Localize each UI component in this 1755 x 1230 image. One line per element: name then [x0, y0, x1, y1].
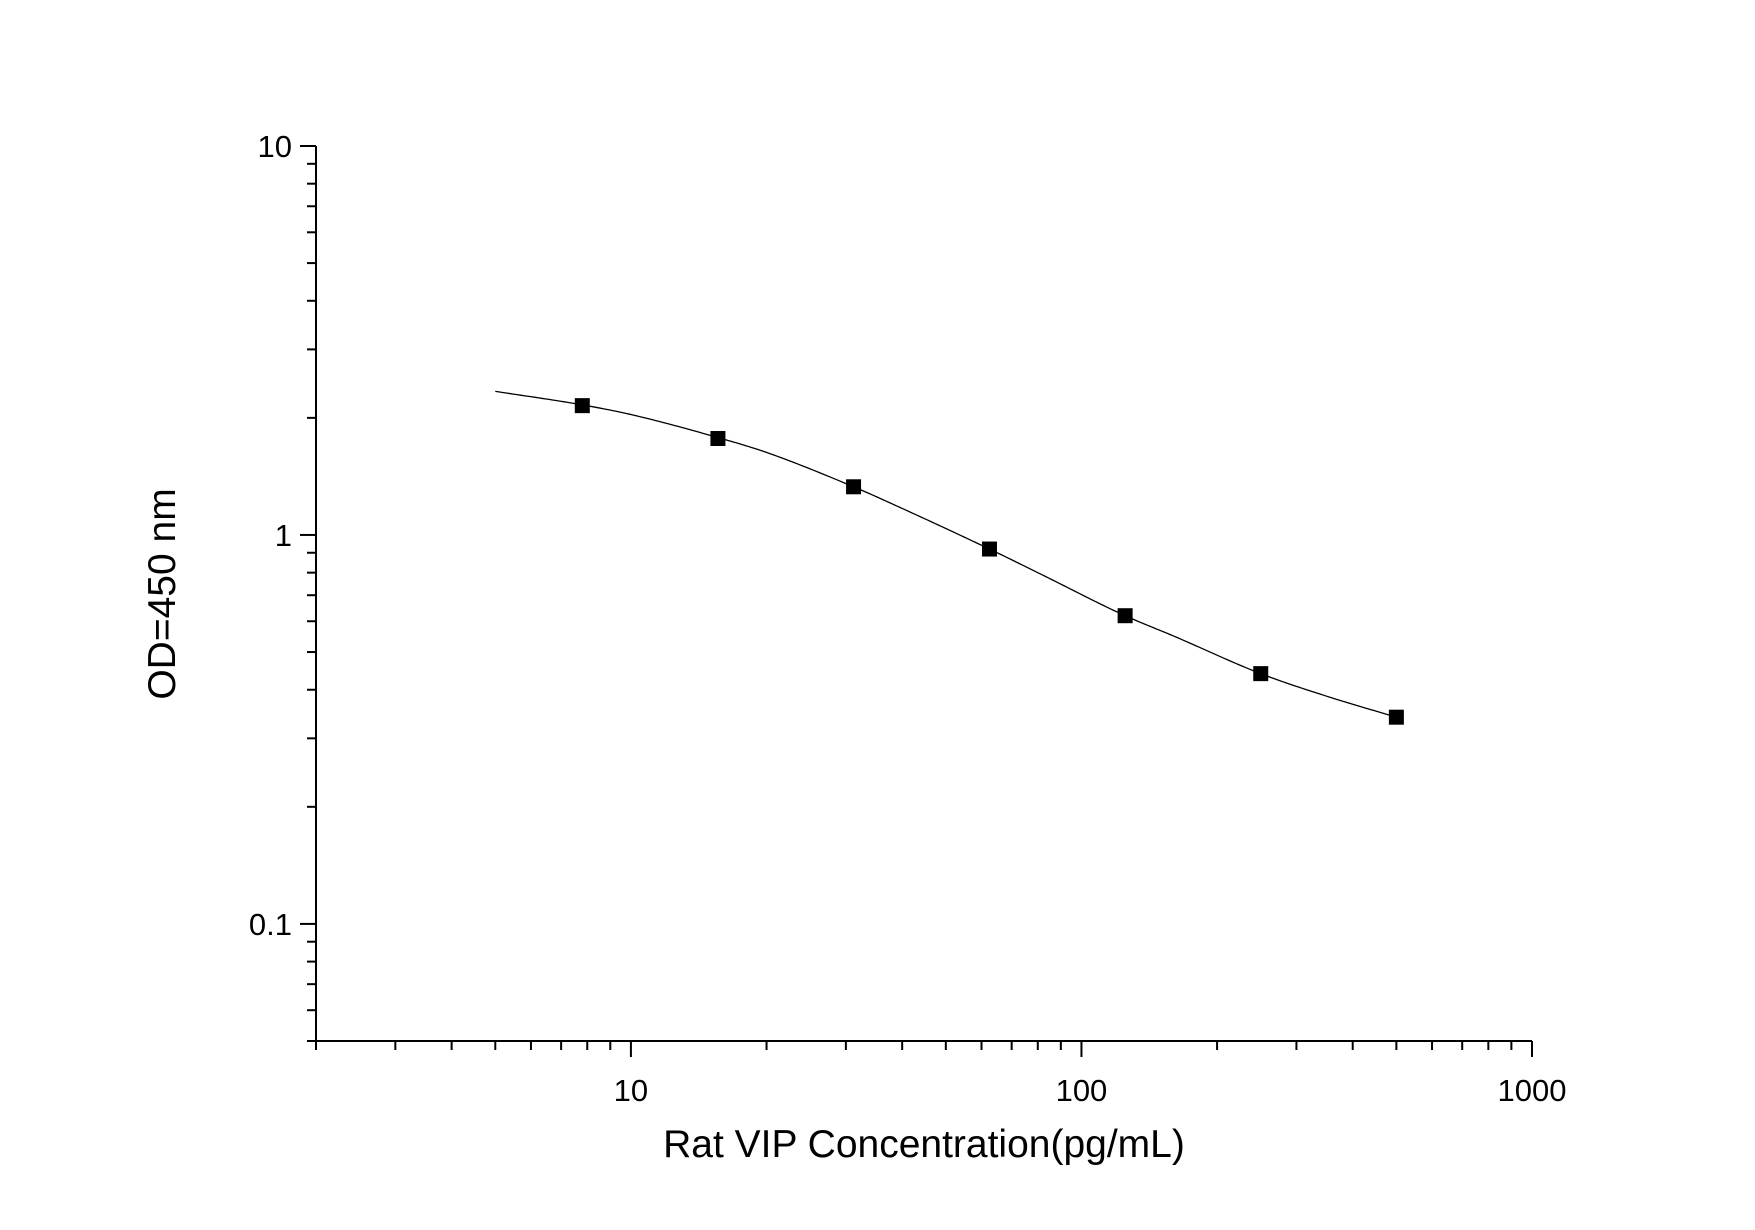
- x-axis-title: Rat VIP Concentration(pg/mL): [663, 1123, 1185, 1166]
- data-point-marker: [1117, 608, 1133, 624]
- data-point-marker: [1388, 709, 1404, 725]
- y-tick-label: 10: [258, 129, 292, 164]
- y-tick-label: 1: [275, 518, 292, 553]
- data-markers: [574, 398, 1404, 725]
- data-point-marker: [846, 479, 862, 495]
- x-tick-label: 100: [1056, 1073, 1108, 1108]
- y-ticks: 0.1 1 10: [249, 129, 316, 1042]
- x-ticks: 10 100 1000: [315, 1041, 1567, 1108]
- y-axis: 0.1 1 10: [249, 129, 317, 1042]
- data-point-marker: [1253, 666, 1269, 682]
- data-point-marker: [981, 541, 997, 557]
- y-tick-label: 0.1: [249, 907, 292, 942]
- x-tick-label: 1000: [1498, 1073, 1567, 1108]
- data-point-marker: [710, 431, 726, 447]
- x-tick-label: 10: [614, 1073, 648, 1108]
- fit-curve: [495, 390, 1397, 718]
- y-axis-title: OD=450 nm: [141, 488, 184, 699]
- x-axis: 10 100 1000: [315, 1040, 1567, 1108]
- data-point-marker: [574, 398, 590, 414]
